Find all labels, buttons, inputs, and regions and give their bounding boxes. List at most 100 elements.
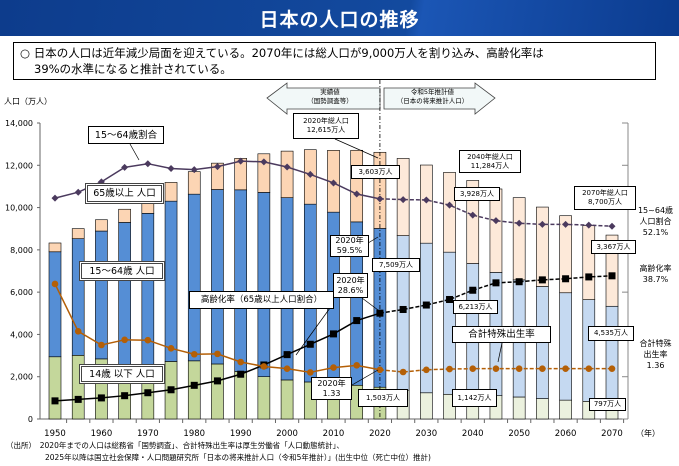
bar-pop65-2055 [536,206,549,287]
marker-tfr-2005 [306,369,314,376]
marker-aging-rate-1970 [144,389,152,397]
marker-ratio-1564-1955 [74,188,82,196]
bar-pop65-1995 [257,153,271,193]
y-tick-label: 8,000 [10,246,33,255]
marker-aging-rate-1975 [167,386,175,394]
marker-aging-rate-1965 [121,392,129,400]
marker-tfr-2025 [399,368,407,376]
phase-projection-label: 令和5年推計値 （日本の将来推計人口） [396,88,469,105]
marker-aging-rate-2020 [376,309,384,317]
marker-tfr-2050 [515,365,523,372]
y-tick-label: 4,000 [10,330,33,339]
bar-pop14-2030 [420,392,433,420]
marker-ratio-1564-2030 [422,196,430,204]
leader-line [351,369,379,386]
y-tick-label: 2,000 [10,373,33,382]
marker-aging-rate-1985 [213,377,221,385]
marker-aging-rate-1955 [74,395,82,403]
marker-ratio-1564-1985 [213,163,221,171]
marker-tfr-2060 [562,365,569,372]
marker-ratio-1564-1990 [237,157,245,165]
x-tick-label: 1970 [137,429,159,439]
annotation-p14-2020: 1,503万人 [358,389,408,407]
phase-actual-label: 実績値 （国勢調査等） [307,88,353,105]
marker-aging-rate-2070 [608,272,616,280]
marker-ratio-1564-2005 [306,170,314,178]
title-banner: 日本の人口の推移 [0,0,679,36]
annotation-p14-2070: 797万人 [589,398,626,411]
bar-pop14-1950 [48,356,62,420]
marker-ratio-1564-2000 [283,163,291,171]
marker-aging-rate-1980 [190,381,198,389]
x-tick-label: 2000 [276,429,298,439]
bar-pop65-2040 [466,180,480,264]
leader-line [295,307,331,356]
marker-aging-rate-2005 [306,340,314,348]
marker-aging-rate-2060 [562,275,570,283]
bar-pop65-1965 [118,208,131,223]
marker-ratio-1564-2035 [446,201,454,209]
marker-aging-rate-2035 [446,295,454,303]
marker-tfr-1985 [214,350,221,358]
marker-aging-rate-1950 [51,397,59,405]
marker-ratio-1564-1965 [121,163,129,171]
marker-tfr-2030 [423,366,430,374]
x-tick-label: 2040 [462,429,484,439]
bar-pop1564-1990 [234,189,247,372]
marker-tfr-2020 [376,366,384,374]
bar-pop65-2035 [443,172,456,253]
bar-pop1564-1965 [118,222,131,366]
bar-pop14-1995 [257,376,271,420]
bar-pop65-2030 [420,164,433,244]
y-tick-label: 0 [28,415,33,424]
y-axis-label: 人口（万人） [4,97,52,106]
marker-aging-rate-1960 [97,394,105,402]
marker-aging-rate-2065 [585,273,593,281]
summary-line-2: 39%の水準になると推計されている。 [34,62,232,76]
annotation-pop65: 65歳以上 人口 [85,183,164,204]
leader-line [361,297,379,311]
leader-line [334,138,379,159]
bar-pop1564-1955 [71,238,85,356]
bar-pop1564-2035 [443,251,456,395]
bar-pop65-2045 [489,188,503,273]
bar-pop65-2060 [559,215,572,294]
marker-tfr-1955 [74,328,82,335]
x-tick-label: 2030 [416,429,438,439]
marker-ratio-1564-2050 [515,219,523,227]
bar-pop65-2015 [350,149,364,223]
marker-ratio-1564-2065 [585,221,593,229]
right-label-tfr: 合計特殊 出生率 1.36 [639,339,672,370]
annotation-aging: 高齢化率（65歳以上人口割合） [189,291,334,309]
bar-pop1564-1995 [257,192,271,377]
leader-line [129,143,140,161]
annotation-pop14: 14歳 以下 人口 [79,364,165,384]
marker-aging-rate-2015 [353,317,361,325]
x-tick-label: 1950 [44,429,66,439]
bar-pop14-1985 [211,363,224,420]
y-tick-label: 12,000 [5,161,33,170]
bar-pop65-1960 [95,219,108,232]
bar-pop65-1975 [164,182,178,202]
right-label-aging: 高齢化率 38.7% [639,264,672,284]
phase-projection-arrow [383,82,496,115]
x-tick-label: 1990 [230,429,252,439]
marker-aging-rate-2030 [422,301,430,309]
annotation-tfr: 合計特殊出生率 [452,326,551,343]
annotation-ratio-1564: 15～64歳割合 [88,126,164,144]
marker-tfr-2040 [469,365,477,372]
annotation-p1564-2070: 4,535万人 [588,326,634,341]
annotation-aging-2020: 2020年 28.6% [333,273,368,298]
footnote-line-1: （出所） 2020年までの人口は総務省「国勢調査」、合計特殊出生率は厚生労働省「… [6,441,344,450]
bar-pop14-2055 [536,398,549,420]
annotation-pop1564: 15～64歳 人口 [79,261,165,281]
bar-pop1564-2065 [582,299,596,402]
marker-ratio-1564-2010 [330,179,337,187]
marker-tfr-1980 [190,350,198,358]
x-tick-label: 2060 [555,429,577,439]
leader-line [497,342,503,363]
bar-pop14-1980 [187,360,201,420]
marker-tfr-1995 [260,363,268,370]
marker-ratio-1564-1975 [167,165,175,173]
footnote-line-2: 2025年以降は国立社会保障・人口問題研究所「日本の将来推計人口（令和5年推計）… [45,453,431,462]
